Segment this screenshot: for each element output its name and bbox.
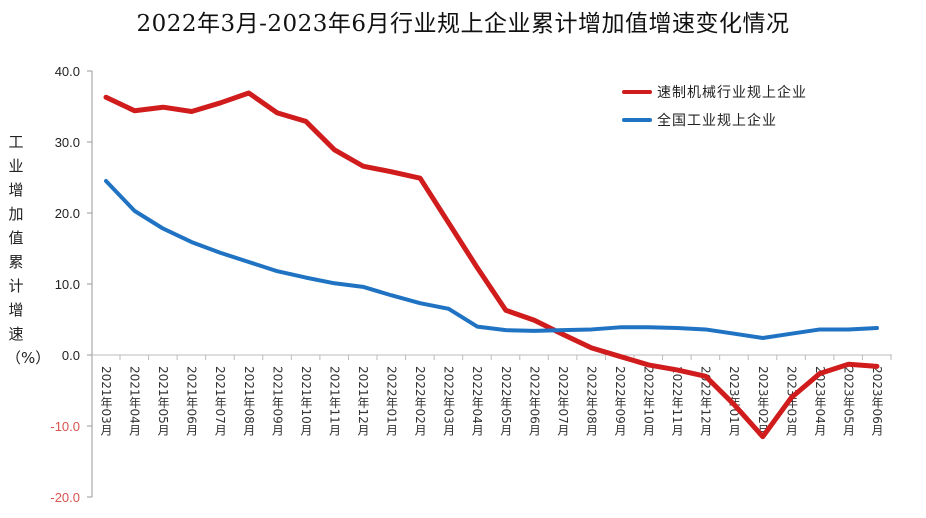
x-tick-label: 2021年10月 <box>299 366 313 436</box>
x-tick-label: 2023年06月 <box>870 366 884 436</box>
y-tick-label: -10.0 <box>50 419 80 434</box>
legend-item-series-1: 速制机械行业规上企业 <box>622 82 807 102</box>
x-tick-label: 2021年03月 <box>99 366 113 436</box>
x-tick-label: 2021年11月 <box>327 366 341 436</box>
x-tick-label: 2023年05月 <box>841 366 855 436</box>
y-tick-label: -20.0 <box>50 490 80 505</box>
x-tick-label: 2022年12月 <box>699 366 713 436</box>
x-tick-label: 2022年04月 <box>470 366 484 436</box>
legend-item-series-2: 全国工业规上企业 <box>622 110 777 130</box>
legend-swatch-blue <box>622 118 652 122</box>
chart-title: 2022年3月-2023年6月行业规上企业累计增加值增速变化情况 <box>136 11 790 37</box>
legend-label: 速制机械行业规上企业 <box>657 85 807 101</box>
legend-swatch-red <box>622 90 652 94</box>
x-tick-label: 2021年05月 <box>156 366 170 436</box>
x-tick-label: 2021年06月 <box>185 366 199 436</box>
x-tick-label: 2021年07月 <box>213 366 227 436</box>
x-tick-label: 2022年03月 <box>442 366 456 436</box>
x-tick-label: 2022年07月 <box>556 366 570 436</box>
x-tick-label: 2022年08月 <box>584 366 598 436</box>
y-tick-label: 40.0 <box>55 64 80 79</box>
legend-label: 全国工业规上企业 <box>657 113 777 129</box>
x-tick-label: 2022年11月 <box>670 366 684 436</box>
x-tick-label: 2021年09月 <box>270 366 284 436</box>
x-tick-label: 2023年04月 <box>813 366 827 436</box>
x-tick-label: 2022年06月 <box>527 366 541 436</box>
x-tick-label: 2021年04月 <box>128 366 142 436</box>
series-line-2 <box>104 179 879 340</box>
y-tick-label: 10.0 <box>55 277 80 292</box>
y-tick-label: 30.0 <box>55 135 80 150</box>
y-tick-label: 20.0 <box>55 206 80 221</box>
series-line-1 <box>103 90 880 440</box>
x-tick-label: 2022年09月 <box>613 366 627 436</box>
x-tick-label: 2023年02月 <box>756 366 770 436</box>
x-tick-label: 2021年12月 <box>356 366 370 436</box>
x-tick-label: 2022年02月 <box>413 366 427 436</box>
x-tick-label: 2021年08月 <box>242 366 256 436</box>
x-tick-label: 2022年10月 <box>642 366 656 436</box>
y-tick-label: 0.0 <box>62 348 80 363</box>
x-tick-label: 2022年01月 <box>385 366 399 436</box>
x-tick-label: 2022年05月 <box>499 366 513 436</box>
